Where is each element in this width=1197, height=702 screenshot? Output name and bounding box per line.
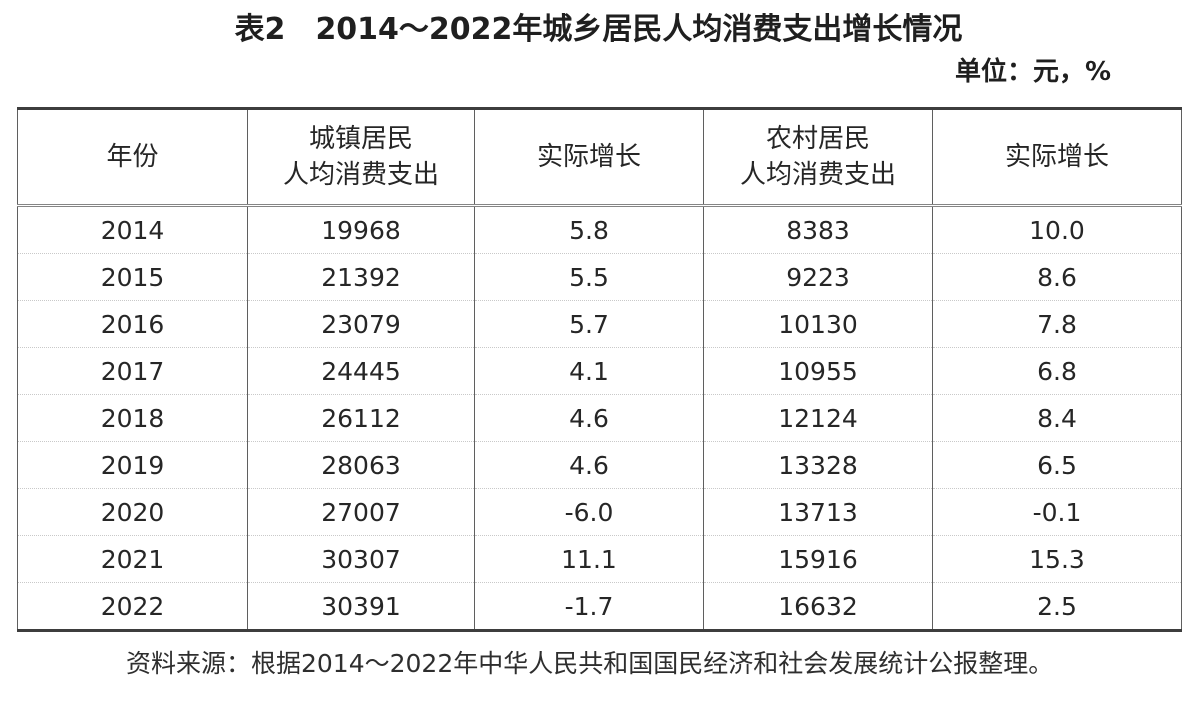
rural-growth-cell: 6.8	[932, 347, 1182, 395]
rural-growth-cell: 7.8	[932, 300, 1182, 348]
rural-spend-cell: 13328	[703, 441, 933, 489]
header-row: 年份 城镇居民 人均消费支出 实际增长 农村居民 人均消费支出 实际增长	[17, 108, 1182, 207]
table-row: 2017 24445 4.1 10955 6.8	[17, 347, 1182, 395]
year-cell: 2016	[17, 300, 248, 348]
col-header-rural-expenditure: 农村居民 人均消费支出	[703, 108, 933, 207]
header-line: 农村居民	[765, 124, 870, 154]
table-row: 2016 23079 5.7 10130 7.8	[17, 300, 1182, 348]
source-note: 资料来源：根据2014～2022年中华人民共和国国民经济和社会发展统计公报整理。	[126, 649, 1054, 678]
year-cell: 2019	[17, 441, 248, 489]
urban-growth-cell: 4.6	[474, 441, 704, 489]
rural-growth-cell: -0.1	[932, 488, 1182, 536]
urban-growth-cell: 11.1	[474, 535, 704, 583]
header-line: 实际增长	[1004, 142, 1109, 172]
table-number-label: 表2	[234, 12, 286, 47]
unit-note: 单位：元，%	[954, 57, 1111, 87]
header-line: 人均消费支出	[282, 160, 439, 190]
rural-spend-cell: 10130	[703, 300, 933, 348]
rural-growth-cell: 8.6	[932, 253, 1182, 301]
urban-growth-cell: 5.5	[474, 253, 704, 301]
col-header-urban-expenditure: 城镇居民 人均消费支出	[247, 108, 475, 207]
table-row: 2020 27007 -6.0 13713 -0.1	[17, 488, 1182, 536]
rural-spend-cell: 8383	[703, 205, 933, 254]
urban-growth-cell: -1.7	[474, 582, 704, 631]
rural-spend-cell: 16632	[703, 582, 933, 631]
year-cell: 2020	[17, 488, 248, 536]
urban-growth-cell: -6.0	[474, 488, 704, 536]
table-title-text: 2014～2022年城乡居民人均消费支出增长情况	[315, 12, 963, 47]
urban-spend-cell: 30391	[247, 582, 475, 631]
table-row: 2021 30307 11.1 15916 15.3	[17, 535, 1182, 583]
year-cell: 2022	[17, 582, 248, 631]
urban-spend-cell: 21392	[247, 253, 475, 301]
rural-spend-cell: 13713	[703, 488, 933, 536]
urban-spend-cell: 19968	[247, 205, 475, 254]
header-line: 年份	[106, 142, 159, 172]
table-body: 2014 19968 5.8 8383 10.0 2015 21392 5.5 …	[17, 205, 1182, 631]
year-cell: 2017	[17, 347, 248, 395]
table-row: 2019 28063 4.6 13328 6.5	[17, 441, 1182, 489]
rural-growth-cell: 2.5	[932, 582, 1182, 631]
urban-spend-cell: 26112	[247, 394, 475, 442]
rural-spend-cell: 15916	[703, 535, 933, 583]
urban-spend-cell: 24445	[247, 347, 475, 395]
rural-growth-cell: 15.3	[932, 535, 1182, 583]
col-header-rural-growth: 实际增长	[932, 108, 1182, 207]
rural-growth-cell: 8.4	[932, 394, 1182, 442]
year-cell: 2021	[17, 535, 248, 583]
rural-spend-cell: 12124	[703, 394, 933, 442]
urban-spend-cell: 30307	[247, 535, 475, 583]
table-row: 2022 30391 -1.7 16632 2.5	[17, 582, 1182, 631]
rural-spend-cell: 9223	[703, 253, 933, 301]
urban-growth-cell: 4.6	[474, 394, 704, 442]
urban-growth-cell: 4.1	[474, 347, 704, 395]
year-cell: 2018	[17, 394, 248, 442]
rural-growth-cell: 10.0	[932, 205, 1182, 254]
urban-spend-cell: 28063	[247, 441, 475, 489]
table-header: 年份 城镇居民 人均消费支出 实际增长 农村居民 人均消费支出 实际增长	[17, 108, 1182, 207]
header-line: 城镇居民	[308, 124, 413, 154]
urban-growth-cell: 5.8	[474, 205, 704, 254]
col-header-year: 年份	[17, 108, 248, 207]
consumption-table: 年份 城镇居民 人均消费支出 实际增长 农村居民 人均消费支出 实际增长	[17, 107, 1182, 632]
table-row: 2014 19968 5.8 8383 10.0	[17, 205, 1182, 254]
year-cell: 2014	[17, 205, 248, 254]
col-header-urban-growth: 实际增长	[474, 108, 704, 207]
rural-growth-cell: 6.5	[932, 441, 1182, 489]
header-line: 人均消费支出	[739, 160, 896, 190]
table-row: 2018 26112 4.6 12124 8.4	[17, 394, 1182, 442]
urban-spend-cell: 27007	[247, 488, 475, 536]
year-cell: 2015	[17, 253, 248, 301]
table-row: 2015 21392 5.5 9223 8.6	[17, 253, 1182, 301]
urban-spend-cell: 23079	[247, 300, 475, 348]
urban-growth-cell: 5.7	[474, 300, 704, 348]
header-line: 实际增长	[536, 142, 641, 172]
rural-spend-cell: 10955	[703, 347, 933, 395]
table-title: 表2 2014～2022年城乡居民人均消费支出增长情况	[0, 0, 1197, 48]
